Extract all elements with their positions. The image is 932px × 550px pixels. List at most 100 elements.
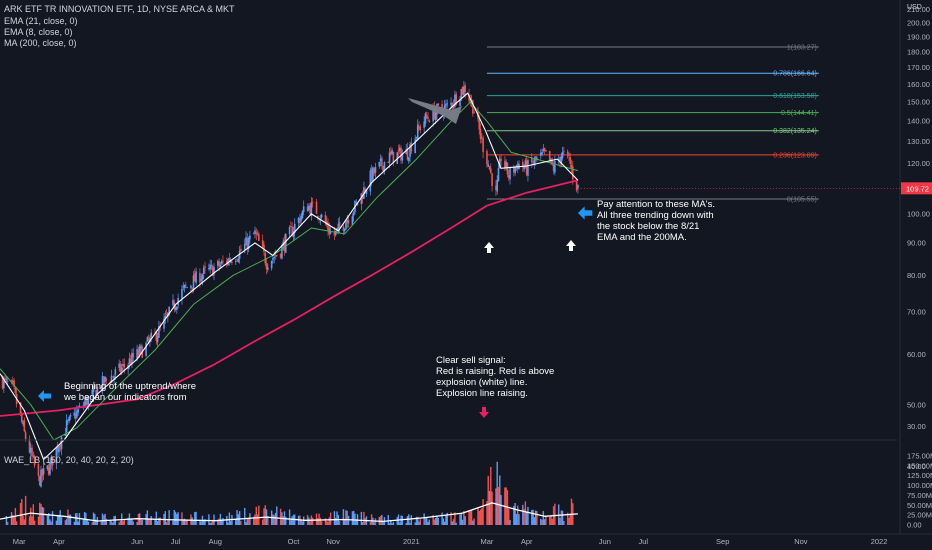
wae-bar-181 <box>329 512 332 525</box>
wae-bar-0 <box>5 515 8 525</box>
candle-220 <box>396 152 399 165</box>
y-tick-6: 100.00 <box>907 209 930 218</box>
wae-bar-39 <box>76 513 78 525</box>
wae-bar-137 <box>253 516 255 525</box>
wae-bar-103 <box>191 517 193 525</box>
x-tick-10: Jun <box>599 537 611 546</box>
candle-23 <box>41 468 44 483</box>
candle-175 <box>315 198 318 214</box>
wae-bar-2 <box>10 512 13 525</box>
candle-131 <box>236 257 238 263</box>
wae-bar-94 <box>174 511 177 525</box>
candle-253 <box>454 90 456 112</box>
wae-bar-58 <box>110 521 113 525</box>
wae-tick-3: 75.00M <box>907 491 932 500</box>
wae-bar-268 <box>487 475 489 525</box>
candle-73 <box>131 349 133 369</box>
candle-148 <box>265 258 268 275</box>
candle-233 <box>418 121 420 131</box>
candle-209 <box>374 162 377 178</box>
candle-184 <box>329 225 332 235</box>
wae-bar-247 <box>450 512 452 525</box>
wae-bar-221 <box>401 515 404 525</box>
wae-bar-209 <box>381 514 383 525</box>
fib-label-4: 0.382(135.24) <box>773 128 817 135</box>
wae-bar-177 <box>324 518 327 525</box>
wae-bar-117 <box>217 520 219 525</box>
candle-286 <box>514 166 516 176</box>
wae-bar-314 <box>569 513 571 525</box>
candle-170 <box>306 203 309 212</box>
wae-bar-292 <box>531 509 533 525</box>
wae-bar-226 <box>410 515 413 525</box>
candle-52 <box>94 384 96 390</box>
wae-bar-30 <box>59 510 61 525</box>
candle-205 <box>369 167 372 196</box>
candle-171 <box>308 203 310 212</box>
candle-258 <box>463 80 465 97</box>
wae-bar-75 <box>140 519 142 525</box>
candle-188 <box>337 218 340 235</box>
wae-bar-267 <box>486 501 488 525</box>
wae-bar-250 <box>454 512 456 525</box>
wae-bar-223 <box>406 516 409 525</box>
wae-bar-97 <box>181 512 183 525</box>
wae-bar-258 <box>469 511 471 525</box>
x-tick-1: Apr <box>53 537 65 546</box>
wae-bar-35 <box>68 514 70 525</box>
wae-bar-301 <box>545 515 547 525</box>
candle-144 <box>258 231 260 242</box>
wae-bar-149 <box>273 515 275 525</box>
candle-102 <box>183 284 186 293</box>
wae-bar-212 <box>387 514 389 525</box>
wae-bar-7 <box>19 503 22 525</box>
candle-155 <box>279 253 282 259</box>
wae-tick-0: 0.00 <box>907 521 922 530</box>
wae-bar-257 <box>468 510 470 525</box>
candle-270 <box>486 149 488 168</box>
legend-ema8: EMA (8, close, 0) <box>4 27 73 37</box>
wae-bar-199 <box>363 512 365 525</box>
wae-bar-261 <box>473 518 475 525</box>
wae-bar-269 <box>488 490 491 525</box>
candle-123 <box>220 259 223 266</box>
wae-bar-172 <box>315 513 318 525</box>
wae-bar-252 <box>459 514 461 525</box>
wae-bar-230 <box>418 521 420 525</box>
y-tick-15: 190.00 <box>907 33 930 42</box>
candle-219 <box>392 151 395 167</box>
candle-48 <box>86 395 88 407</box>
legend-wae: WAE_LB (150, 20, 40, 20, 2, 20) <box>4 455 134 465</box>
wae-bar-93 <box>173 509 175 525</box>
wae-bar-251 <box>455 522 457 525</box>
wae-bar-50 <box>95 519 97 525</box>
wae-bar-237 <box>432 514 434 525</box>
candle-94 <box>168 306 170 317</box>
wae-bar-65 <box>122 521 124 525</box>
wae-bar-197 <box>360 511 363 525</box>
wae-bar-227 <box>414 522 416 525</box>
candle-107 <box>192 270 195 293</box>
wae-bar-148 <box>272 514 274 525</box>
candle-26 <box>47 463 50 476</box>
wae-bar-174 <box>318 513 320 525</box>
candle-149 <box>267 263 269 273</box>
wae-bar-157 <box>288 509 291 525</box>
sell-signal-annotation: Clear sell signal: Red is raising. Red i… <box>436 355 555 399</box>
candle-78 <box>140 343 142 354</box>
candlestick-series <box>1 80 579 488</box>
candle-65 <box>118 359 120 372</box>
wae-bar-66 <box>123 520 125 525</box>
wae-bar-76 <box>141 519 143 525</box>
wae-bar-17 <box>37 516 40 525</box>
x-tick-13: Nov <box>794 537 808 546</box>
wae-bar-152 <box>279 508 282 525</box>
wae-bar-156 <box>285 516 287 525</box>
wae-bar-112 <box>208 514 210 525</box>
candle-87 <box>156 332 159 347</box>
wae-tick-5: 125.00M <box>907 471 932 480</box>
candle-137 <box>246 233 249 255</box>
candle-76 <box>137 346 140 357</box>
y-tick-2: 60.00 <box>907 350 926 359</box>
